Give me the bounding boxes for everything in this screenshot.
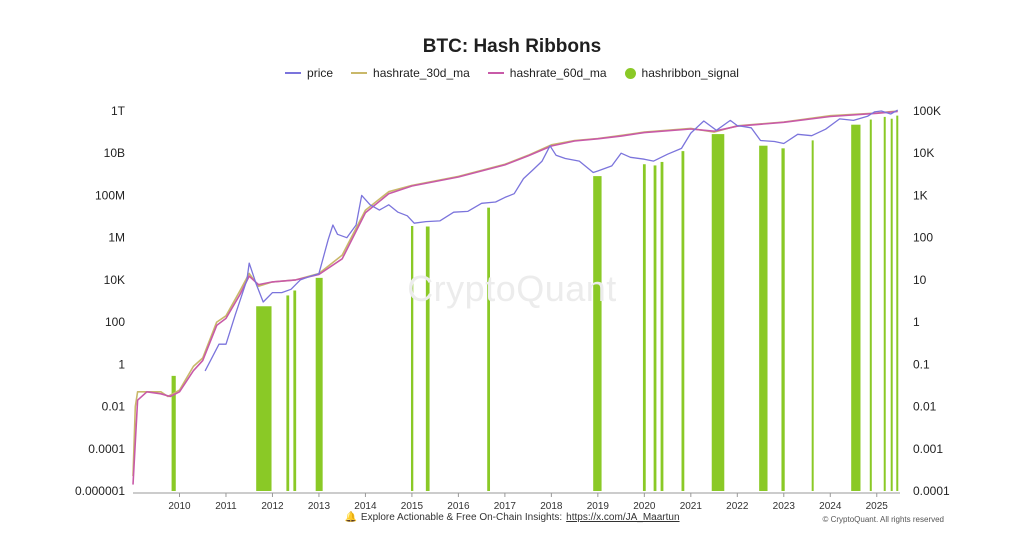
legend-label: price: [307, 66, 334, 80]
y-right-tick-label: 10K: [913, 146, 934, 160]
y-right-tick-label: 0.1: [913, 357, 930, 371]
y-right-tick-label: 100K: [913, 104, 941, 118]
y-right-tick-label: 0.0001: [913, 484, 950, 498]
y-left-tick-label: 100M: [95, 188, 125, 202]
signal-bars: [171, 115, 899, 492]
signal-bar: [653, 165, 657, 491]
x-tick-label: 2019: [587, 501, 610, 512]
signal-bar: [711, 134, 725, 491]
signal-bar: [171, 375, 176, 491]
series-line-price: [204, 109, 899, 372]
signal-bar: [883, 116, 886, 491]
y-right-tick-label: 10: [913, 273, 927, 287]
signal-bar: [681, 151, 685, 492]
x-tick-label: 2015: [401, 501, 424, 512]
signal-bar: [410, 225, 414, 491]
x-tick-label: 2021: [680, 501, 703, 512]
legend: price hashrate_30d_ma hashrate_60d_ma ha…: [0, 66, 1024, 80]
x-tick-label: 2022: [726, 501, 749, 512]
signal-bar: [593, 176, 602, 492]
watermark: CryptoQuant: [407, 268, 617, 309]
x-tick-label: 2017: [494, 501, 517, 512]
signal-bar: [642, 164, 646, 491]
right-axis-ticks: 0.0001 0.001 0.01 0.1 1 10 100 1K 10K 100K: [913, 104, 950, 498]
y-left-tick-label: 10K: [104, 273, 125, 287]
y-right-tick-label: 0.001: [913, 442, 943, 456]
signal-bar: [890, 118, 893, 491]
y-left-tick-label: 1: [118, 357, 125, 371]
legend-item-price[interactable]: price: [285, 66, 333, 80]
legend-item-hashrate-60d-ma[interactable]: hashrate_60d_ma: [487, 66, 607, 80]
y-right-tick-label: 100: [913, 231, 933, 245]
y-left-tick-label: 0.000001: [75, 484, 125, 498]
legend-label: hashribbon_signal: [641, 66, 739, 80]
y-right-tick-label: 1: [913, 315, 920, 329]
legend-item-hashribbon-signal[interactable]: hashribbon_signal: [624, 66, 739, 80]
y-right-tick-label: 0.01: [913, 400, 937, 414]
y-left-tick-label: 0.01: [102, 400, 126, 414]
y-left-tick-label: 0.0001: [88, 442, 125, 456]
x-axis-ticks: 2010 2011 2012 2013 2014 2015 2016 2017 2018 2019…: [168, 493, 888, 512]
legend-swatch-hashrate-30d-ma: [351, 72, 368, 74]
footer-text: Explore Actionable & Free On-Chain Insig…: [360, 512, 563, 523]
legend-label: hashrate_30d_ma: [373, 66, 470, 80]
signal-bar: [425, 226, 430, 492]
x-tick-label: 2012: [261, 501, 284, 512]
bell-icon: 🔔: [344, 512, 357, 523]
x-tick-label: 2023: [773, 501, 796, 512]
y-left-tick-label: 1M: [108, 231, 125, 245]
x-tick-label: 2014: [354, 501, 377, 512]
signal-bar: [811, 140, 814, 492]
x-tick-label: 2020: [633, 501, 656, 512]
x-tick-label: 2018: [540, 501, 563, 512]
x-tick-label: 2016: [447, 501, 470, 512]
footer-link[interactable]: https://x.com/JA_Maartun: [566, 512, 680, 523]
footer: 🔔 Explore Actionable & Free On-Chain Insi…: [0, 512, 1024, 523]
legend-item-hashrate-30d-ma[interactable]: hashrate_30d_ma: [351, 66, 470, 80]
signal-bar: [256, 306, 272, 491]
signal-bar: [315, 277, 323, 491]
x-tick-label: 2013: [308, 501, 331, 512]
y-left-tick-label: 10B: [104, 146, 125, 160]
signal-bar: [286, 295, 290, 491]
signal-bar: [781, 148, 785, 492]
copyright: © CryptoQuant. All rights reserved: [822, 515, 945, 524]
x-tick-label: 2025: [866, 501, 889, 512]
signal-bar: [896, 115, 899, 491]
signal-bar: [293, 290, 297, 491]
signal-bar: [660, 161, 664, 492]
legend-swatch-price: [285, 72, 302, 74]
y-left-tick-label: 1T: [111, 104, 126, 118]
x-tick-label: 2011: [215, 501, 237, 512]
legend-swatch-hashrate-60d-ma: [487, 72, 504, 74]
series-line-hashrate-60d-ma: [132, 110, 898, 485]
left-axis-ticks: 0.000001 0.0001 0.01 1 100 10K 1M 100M 10B 1T: [75, 104, 126, 498]
legend-label: hashrate_60d_ma: [509, 66, 607, 80]
x-tick-label: 2024: [819, 501, 842, 512]
legend-swatch-hashribbon-signal: [624, 67, 636, 79]
signal-bar: [487, 207, 491, 492]
x-tick-label: 2010: [168, 501, 191, 512]
y-left-tick-label: 100: [105, 315, 125, 329]
y-right-tick-label: 1K: [913, 188, 928, 202]
series-lines: [132, 109, 899, 485]
chart-title: BTC: Hash Ribbons: [422, 36, 602, 57]
signal-bar: [869, 119, 872, 492]
signal-bar: [851, 124, 861, 491]
signal-bar: [759, 145, 768, 491]
